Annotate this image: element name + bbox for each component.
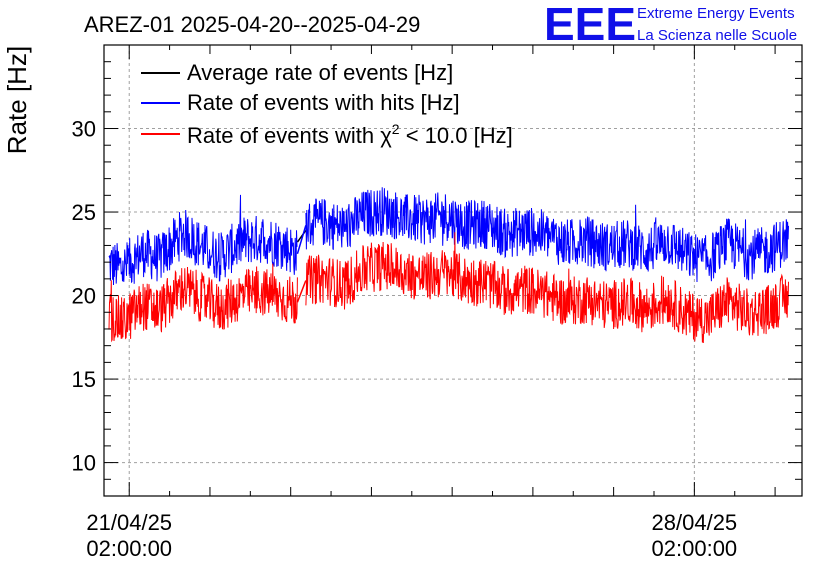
legend-chi2-prefix: Rate of events with (187, 123, 380, 148)
legend-label-chi2: Rate of events with χ2 < 10.0 [Hz] (187, 121, 513, 148)
brand-line2: La Scienza nelle Scuole (637, 27, 797, 44)
y-tick-label-20: 20 (72, 284, 96, 309)
legend: Average rate of events [Hz] Rate of even… (141, 60, 513, 148)
series-1-gap-connector (296, 225, 307, 255)
series-2-segment-0 (108, 263, 298, 343)
y-tick-label-25: 25 (72, 200, 96, 225)
series-2-gap-connector (296, 280, 307, 303)
legend-label-average: Average rate of events [Hz] (187, 60, 453, 85)
tick-marks (104, 44, 802, 497)
x-tick-date-0: 21/04/25 (86, 510, 172, 535)
x-tick-time-1: 02:00:00 (652, 536, 738, 561)
tick-labels: 101520253021/04/2502:00:0028/04/2502:00:… (72, 117, 738, 561)
brand-line1: Extreme Energy Events (637, 5, 795, 22)
legend-label-hits: Rate of events with hits [Hz] (187, 90, 460, 115)
chart-title: AREZ-01 2025-04-20--2025-04-29 (84, 12, 420, 37)
x-tick-time-0: 02:00:00 (86, 536, 172, 561)
series-2-segment-1 (305, 232, 789, 344)
y-tick-label-30: 30 (72, 117, 96, 142)
y-tick-label-15: 15 (72, 367, 96, 392)
axes (103, 44, 803, 497)
y-tick-label-10: 10 (72, 451, 96, 476)
y-axis-label: Rate [Hz] (2, 46, 32, 154)
x-tick-date-1: 28/04/25 (652, 510, 738, 535)
legend-chi2-suffix: < 10.0 [Hz] (400, 123, 513, 148)
legend-chi2-sup: 2 (392, 121, 400, 137)
plot-frame (103, 44, 803, 497)
brand-logo: EEE (544, 0, 636, 50)
legend-chi2-symbol: χ (380, 123, 392, 148)
series-1-segment-1 (305, 187, 789, 283)
series-layer (108, 187, 789, 344)
series-1-segment-0 (108, 194, 298, 286)
